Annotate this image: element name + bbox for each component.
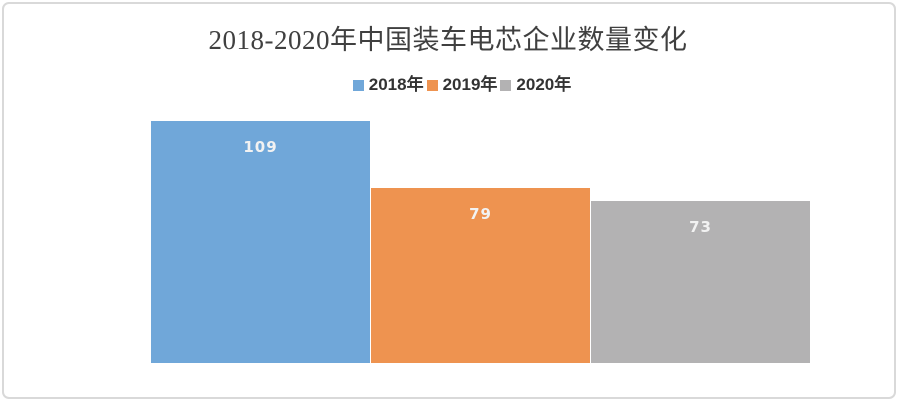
bar-2019: 79 <box>371 187 590 363</box>
legend-item-2019: 2019年 <box>426 75 498 95</box>
legend-swatch-orange-icon <box>426 79 438 91</box>
legend: 2018年 2019年 2020年 <box>14 75 900 95</box>
legend-item-2020: 2020年 <box>500 75 571 95</box>
bar-value-label-2020: 73 <box>689 217 712 236</box>
legend-swatch-blue-icon <box>352 79 364 91</box>
legend-item-2018: 2018年 <box>352 75 424 95</box>
chart-title: 2018-2020年中国装车电芯企业数量变化 <box>208 25 688 55</box>
bar-2018: 109 <box>151 121 370 363</box>
legend-label-2018: 2018年 <box>368 75 424 94</box>
bar-group: 109 79 73 <box>151 121 810 363</box>
bar-value-label-2019: 79 <box>469 204 492 223</box>
legend-label-2019: 2019年 <box>442 75 498 94</box>
legend-swatch-gray-icon <box>500 79 512 91</box>
legend-label-2020: 2020年 <box>516 75 572 94</box>
bar-value-label-2018: 109 <box>243 138 278 156</box>
bar-2020: 73 <box>591 200 810 363</box>
